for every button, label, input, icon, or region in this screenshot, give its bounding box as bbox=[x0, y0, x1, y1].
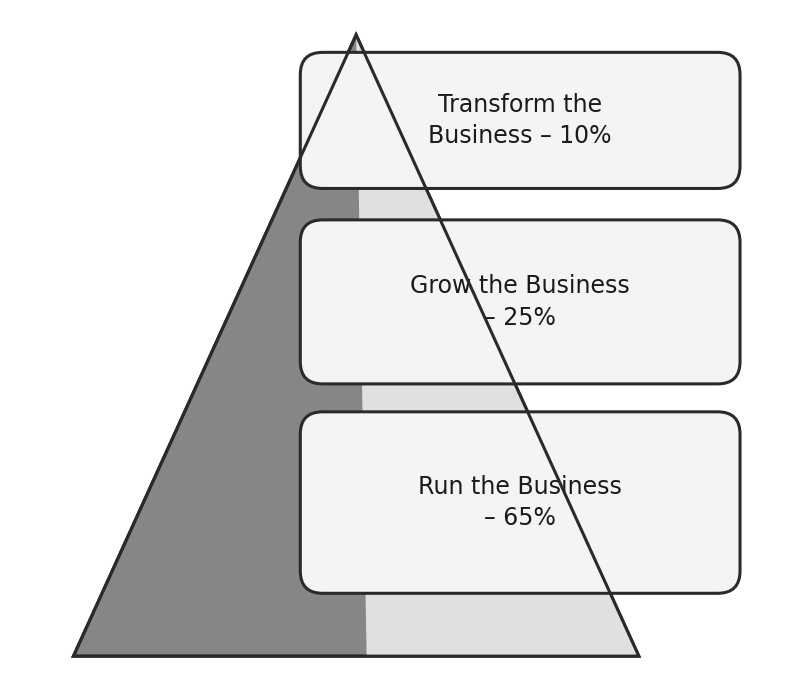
FancyBboxPatch shape bbox=[300, 52, 739, 188]
Text: Transform the
Business – 10%: Transform the Business – 10% bbox=[428, 93, 611, 148]
Text: Grow the Business
– 25%: Grow the Business – 25% bbox=[410, 274, 630, 329]
FancyBboxPatch shape bbox=[300, 220, 739, 384]
Text: Run the Business
– 65%: Run the Business – 65% bbox=[418, 475, 622, 530]
Polygon shape bbox=[355, 35, 638, 656]
Polygon shape bbox=[73, 35, 638, 656]
FancyBboxPatch shape bbox=[300, 412, 739, 593]
